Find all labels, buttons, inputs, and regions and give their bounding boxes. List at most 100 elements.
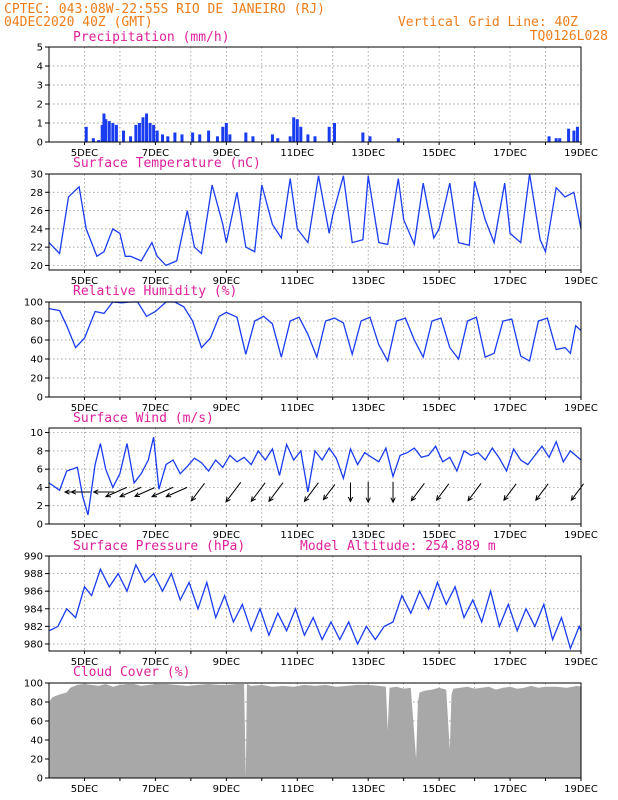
temp-panel: Surface Temperature (nC) 20 22 24 26 28 30 5DEC… [30, 156, 598, 287]
wind-arrow-head [503, 495, 509, 502]
rh-ytick-label: 40 [30, 355, 43, 366]
precip-panel: Precipitation (mm/h) 0 1 2 3 4 5 5DEC 7DEC 9DEC 11… [37, 30, 598, 159]
precip-bar [166, 136, 170, 142]
precip-bar [198, 134, 202, 142]
wind-arrow-head [151, 492, 158, 498]
pres-xtick-label: 19DEC [564, 657, 598, 668]
temp-xtick-label: 15DEC [422, 276, 456, 287]
wind-arrow-shaft [436, 483, 450, 501]
wind-arrow-head [165, 492, 172, 498]
precip-bar [567, 128, 571, 142]
wind-arrow [119, 486, 142, 498]
wind-arrow-head [435, 495, 442, 502]
precip-frame [48, 46, 582, 143]
precip-bar [558, 138, 562, 142]
wind-xtick-label: 7DEC [142, 530, 169, 541]
wind-arrow-head [190, 495, 197, 502]
precip-bar [152, 124, 156, 142]
rh-ytick-label: 0 [37, 393, 43, 404]
wind-arrow-head [92, 489, 99, 495]
pres-xtick-label: 15DEC [422, 657, 456, 668]
wind-arrow-shaft [467, 482, 482, 502]
pres-xtick-label: 13DEC [351, 657, 385, 668]
precip-ytick-label: 2 [37, 100, 43, 111]
pres-xtick-label: 5DEC [71, 657, 98, 668]
precip-ytick-label: 3 [37, 81, 43, 92]
wind-arrow-head [322, 494, 329, 501]
temp-ytick-label: 22 [30, 243, 43, 254]
header-code: TQ0126L028 [530, 29, 608, 44]
precip-bar [224, 123, 228, 142]
precip-bar [207, 130, 211, 142]
precip-bar [148, 123, 152, 142]
temp-xtick-label: 17DEC [493, 276, 527, 287]
wind-xtick-label: 5DEC [71, 530, 98, 541]
rh-xtick-label: 5DEC [71, 403, 98, 414]
precip-bar [160, 134, 164, 142]
wind-arrow-head [225, 496, 231, 503]
rh-ytick-label: 100 [24, 298, 43, 309]
temp-frame [48, 173, 582, 271]
precip-bar [155, 130, 159, 142]
cloud-xtick-label: 11DEC [280, 784, 314, 795]
pres-xtick-label: 17DEC [493, 657, 527, 668]
wind-arrow [190, 482, 205, 502]
wind-arrow-head [268, 496, 274, 503]
precip-bar [547, 136, 551, 142]
pres-ytick-label: 984 [24, 604, 43, 615]
temp-xtick-label: 11DEC [280, 276, 314, 287]
precip-bar [572, 130, 576, 142]
rh-xtick-label: 11DEC [280, 403, 314, 414]
precip-bar [84, 126, 88, 142]
precip-bar [299, 126, 303, 142]
precip-xtick-label: 17DEC [493, 148, 527, 159]
temp-title: Surface Temperature (nC) [73, 156, 261, 171]
pres-panel: Surface Pressure (hPa) Model Altitude: 25… [24, 539, 598, 668]
cloud-xtick-label: 7DEC [142, 784, 169, 795]
precip-bar [554, 138, 558, 142]
wind-arrow-head [303, 496, 310, 503]
temp-ytick-label: 24 [30, 224, 43, 235]
temp-ytick-label: 20 [30, 261, 43, 272]
wind-arrow [570, 483, 584, 502]
wind-arrow-head [410, 495, 416, 502]
cloud-cover-area [49, 684, 581, 778]
wind-arrow-head [535, 495, 541, 502]
wind-ytick-label: 8 [37, 446, 43, 457]
wind-arrow-head [63, 489, 70, 495]
wind-xtick-label: 9DEC [213, 530, 240, 541]
wind-xtick-label: 19DEC [564, 530, 598, 541]
precip-bar [129, 136, 133, 142]
precip-bar [114, 124, 118, 142]
precip-bar [288, 136, 292, 142]
wind-ytick-label: 10 [30, 428, 43, 439]
rh-series-line [48, 301, 582, 363]
precip-bar [215, 136, 219, 142]
precip-xtick-label: 7DEC [142, 148, 169, 159]
pres-ytick-label: 986 [24, 587, 43, 598]
precip-bar [306, 134, 310, 142]
precip-ytick-label: 4 [37, 62, 43, 73]
precip-bar [251, 136, 255, 142]
rh-frame [48, 301, 582, 398]
wind-arrow [435, 483, 450, 502]
precip-bar [368, 136, 372, 142]
temp-xtick-label: 5DEC [71, 276, 98, 287]
wind-arrow-head [570, 495, 577, 502]
wind-arrow [151, 486, 174, 498]
precip-xtick-label: 9DEC [213, 148, 240, 159]
wind-arrow [104, 486, 128, 498]
pres-title: Surface Pressure (hPa) [73, 539, 245, 554]
wind-ytick-label: 2 [37, 501, 43, 512]
precip-bar [270, 134, 274, 142]
rh-panel: Relative Humidity (%) 0 20 40 60 80 100 5DEC 7DE… [24, 284, 598, 414]
precip-bar [228, 134, 232, 142]
wind-arrow [250, 482, 266, 503]
wind-arrow-head [119, 492, 126, 498]
wind-arrow [347, 482, 354, 503]
precip-bar [173, 132, 177, 142]
precip-bar [102, 113, 106, 142]
wind-arrow [322, 484, 336, 501]
pres-ytick-label: 980 [24, 639, 43, 650]
wind-arrow [303, 482, 319, 503]
